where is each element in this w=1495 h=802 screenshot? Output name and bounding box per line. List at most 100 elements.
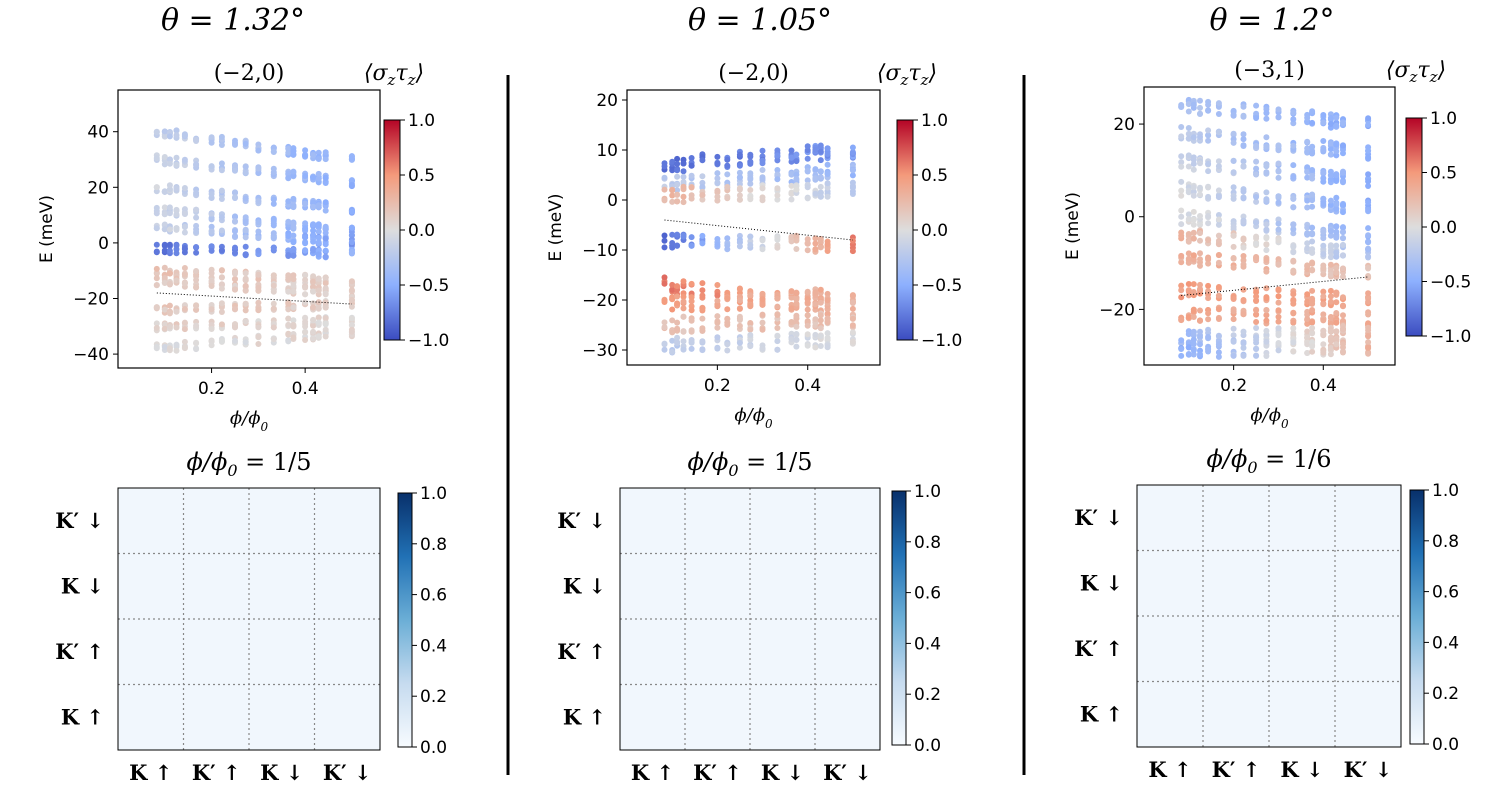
y-tick-label: −20 [73,290,109,310]
data-point [1185,96,1192,103]
data-point [166,156,173,163]
data-point [688,307,695,314]
data-point [804,155,811,162]
data-point [1197,184,1203,191]
data-point [1240,263,1247,270]
data-point [1215,316,1222,322]
data-point [242,300,249,307]
data-point [817,148,824,155]
data-point [166,182,173,189]
scatter-panels: −40 −20 0 20 40 0.2 0.4 E (meV) ϕ/ϕ0 (−2,0) 1.0 0.5… [37,58,1471,434]
data-point [759,157,766,164]
data-point [1275,293,1282,300]
data-point [724,162,731,169]
data-point [1327,244,1334,251]
data-point [285,315,292,322]
data-point [161,280,168,286]
data-point [759,246,766,253]
data-point [1190,341,1197,347]
plot-frame [117,89,381,369]
data-point [1215,284,1222,290]
data-point [1205,237,1212,244]
data-point [322,207,329,214]
y-tick-label: K′ ↓ [1074,505,1123,530]
data-point [1215,341,1222,348]
data-point [1327,315,1334,321]
data-point [1190,160,1197,167]
data-point [1320,242,1327,249]
data-point [1320,195,1327,202]
data-point [1185,135,1192,142]
colorbar-tick-label: −0.5 [921,276,962,296]
y-tick-label: K′ ↓ [557,508,606,533]
data-point [1365,253,1372,260]
data-point [714,345,721,352]
data-point [824,330,831,337]
data-point [1340,303,1346,310]
data-point [1309,172,1316,179]
y-tick-label: 10 [596,141,618,161]
colorbar-tick-label: 0.2 [420,687,447,707]
data-point [315,287,322,294]
data-point [1290,243,1297,250]
data-point [699,240,706,247]
data-point [669,286,676,293]
data-point [285,288,292,295]
data-point [661,297,668,304]
data-point [1178,213,1185,220]
data-point [322,280,329,287]
data-point [1253,339,1260,346]
data-point [1263,241,1270,248]
data-point [1263,197,1270,204]
data-point [1178,187,1185,194]
data-point [1365,239,1372,246]
data-point [1275,340,1282,346]
data-point [817,157,824,164]
data-point [310,203,317,210]
data-point [1365,183,1372,189]
data-point [1340,326,1346,333]
data-point [774,196,781,203]
data-point [1215,158,1222,165]
data-point [1365,246,1372,253]
data-point [724,183,731,190]
data-point [173,347,180,354]
y-tick-label: 20 [1113,115,1135,135]
data-point [1240,352,1247,359]
data-point [736,192,743,199]
data-point [322,253,329,260]
data-point [270,148,277,155]
data-point [153,204,160,211]
data-point [310,283,317,290]
data-point [218,167,225,174]
data-point [674,167,681,174]
data-point [1263,110,1270,116]
data-point [736,186,743,193]
data-point [724,195,731,202]
data-point [208,342,215,349]
data-point [290,272,297,279]
y-tick-label: −20 [1099,300,1135,320]
data-point [1327,197,1334,204]
data-point [161,154,168,160]
data-point [1275,193,1282,200]
data-point [824,344,831,351]
data-point [193,268,200,274]
y-tick-label: −20 [582,291,618,311]
data-point [310,221,317,228]
data-point [804,306,811,313]
data-point [232,270,238,277]
data-point [736,162,743,169]
data-point [1178,153,1185,160]
data-point [1365,327,1372,334]
data-point [285,198,292,205]
data-point [680,328,687,335]
data-point [348,208,355,215]
data-point [774,244,781,251]
data-point [788,147,795,154]
data-point [181,206,188,213]
heatmap-title: ϕ/ϕ0 = 1/6 [1207,445,1332,477]
column-title-3: θ = 1.2° [1210,3,1335,38]
data-point [1253,158,1260,165]
data-point [181,319,188,326]
